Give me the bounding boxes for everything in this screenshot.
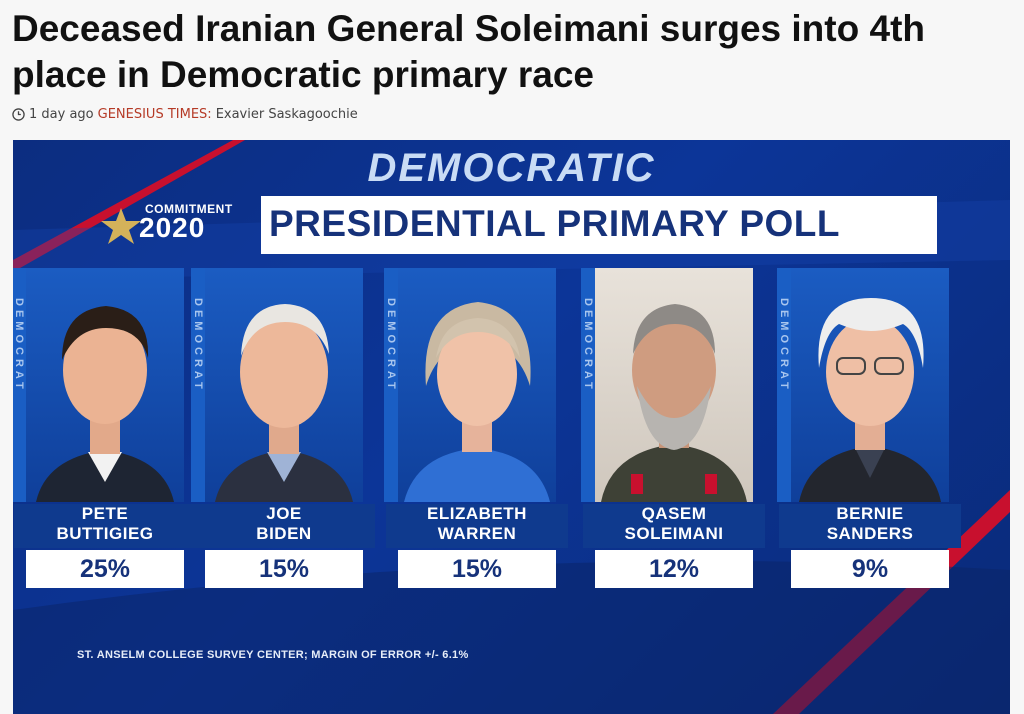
candidate-card: DEMOCRAT ELIZABETH WARREN 15% xyxy=(384,268,568,588)
candidate-photo xyxy=(595,268,753,502)
candidate-percentage: 12% xyxy=(595,550,753,588)
time-ago: 1 day ago xyxy=(29,107,94,122)
candidate-photo xyxy=(205,268,363,502)
candidate-card: DEMOCRAT QASEM SOLEIMANI 12% xyxy=(581,268,765,588)
side-label: DEMOCRAT xyxy=(13,268,26,502)
source-link[interactable]: GENESIUS TIMES: xyxy=(97,107,212,122)
candidate-card: DEMOCRAT BERNIE SANDERS 9% xyxy=(777,268,961,588)
candidate-card: DEMOCRAT PETE BUTTIGIEG 25% xyxy=(13,268,196,588)
candidate-name: BERNIE SANDERS xyxy=(779,504,961,548)
commitment-logo: COMMITMENT 2020 xyxy=(99,196,255,246)
candidate-percentage: 25% xyxy=(26,550,184,588)
author-name: Exavier Saskagoochie xyxy=(215,107,358,122)
graphic-top-title: DEMOCRATIC xyxy=(367,146,656,190)
poll-title-box: PRESIDENTIAL PRIMARY POLL xyxy=(261,196,937,254)
candidate-name: PETE BUTTIGIEG xyxy=(14,504,196,548)
candidate-photo xyxy=(398,268,556,502)
candidate-percentage: 9% xyxy=(791,550,949,588)
commitment-year: 2020 xyxy=(139,212,206,243)
candidate-name: QASEM SOLEIMANI xyxy=(583,504,765,548)
article-meta: 1 day ago GENESIUS TIMES: Exavier Saskag… xyxy=(12,107,358,122)
commitment-label: COMMITMENT xyxy=(145,202,233,216)
side-label: DEMOCRAT xyxy=(581,268,595,502)
side-label: DEMOCRAT xyxy=(191,268,205,502)
star-icon xyxy=(101,208,141,244)
candidate-card: DEMOCRAT JOE BIDEN 15% xyxy=(191,268,375,588)
candidate-name: ELIZABETH WARREN xyxy=(386,504,568,548)
candidate-percentage: 15% xyxy=(398,550,556,588)
side-label: DEMOCRAT xyxy=(777,268,791,502)
candidate-percentage: 15% xyxy=(205,550,363,588)
clock-icon xyxy=(12,108,25,121)
poll-graphic: DEMOCRATIC COMMITMENT 2020 PRESIDENTIAL … xyxy=(13,140,1010,714)
candidate-photo xyxy=(26,268,184,502)
candidate-photo xyxy=(791,268,949,502)
poll-footer: ST. ANSELM COLLEGE SURVEY CENTER; MARGIN… xyxy=(77,649,469,661)
article-headline: Deceased Iranian General Soleimani surge… xyxy=(12,8,925,95)
poll-title: PRESIDENTIAL PRIMARY POLL xyxy=(269,203,840,244)
candidate-name: JOE BIDEN xyxy=(193,504,375,548)
side-label: DEMOCRAT xyxy=(384,268,398,502)
